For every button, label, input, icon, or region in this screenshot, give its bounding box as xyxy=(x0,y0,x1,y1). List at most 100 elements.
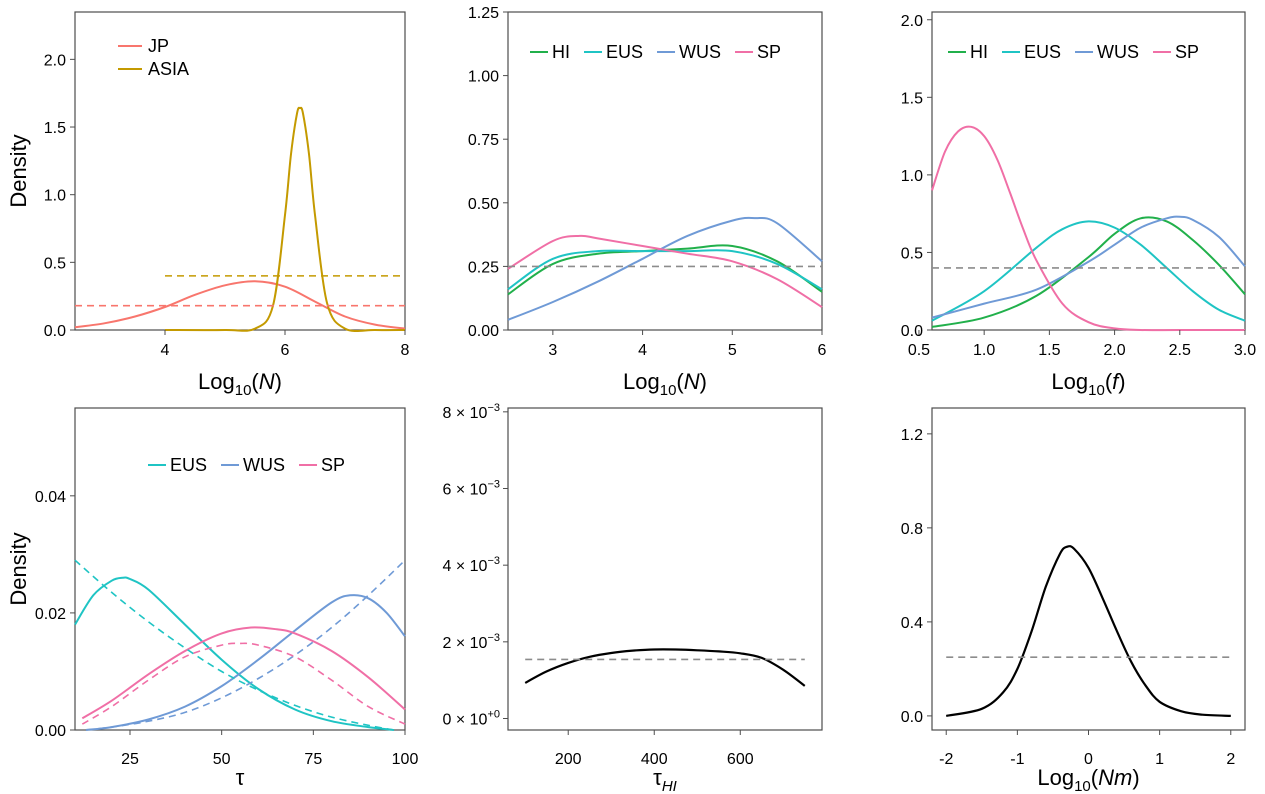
legend-label-sp: SP xyxy=(1175,42,1199,62)
y-tick-label: 0.04 xyxy=(35,489,66,506)
panel-1: 4 6 8 0.0 0.5 1.0 1.5 2.0 Log10(N) Density JP ASIA xyxy=(6,11,410,399)
series-line-posterior xyxy=(945,545,1231,717)
y-tick-label: 0.0 xyxy=(901,709,923,726)
x-tick-label: 1.0 xyxy=(973,342,995,359)
x-axis-title: τHI xyxy=(653,765,677,794)
legend-label-eus: EUS xyxy=(606,42,643,62)
series-line-jp xyxy=(74,280,406,330)
y-tick-label: 0.5 xyxy=(44,255,66,272)
x-tick-label: 0 xyxy=(1084,751,1093,768)
x-tick-label: 400 xyxy=(641,751,668,768)
y-tick-label: 1.0 xyxy=(44,188,66,205)
x-tick-label: 0.5 xyxy=(908,342,930,359)
x-axis-title: Log10(N) xyxy=(623,369,707,399)
y-tick-label: 0.5 xyxy=(901,245,923,262)
plot-frame xyxy=(507,11,823,331)
y-tick-label: 0.25 xyxy=(468,259,499,276)
plot-frame xyxy=(74,407,406,731)
y-tick-label: 0.00 xyxy=(35,723,66,740)
series-line-eus xyxy=(507,249,823,291)
x-tick-label: 3 xyxy=(548,342,557,359)
x-tick-label: 100 xyxy=(392,751,419,768)
legend-label-wus: WUS xyxy=(1097,42,1139,62)
panel-2: 3 4 5 6 0.00 0.25 0.50 0.75 1.00 1.25 Log10(N) HI EU… xyxy=(468,5,827,399)
x-tick-label: 5 xyxy=(728,342,737,359)
series-line-eus xyxy=(74,576,395,731)
y-tick-label: 0.0 xyxy=(901,323,923,340)
y-tick-label: 1.2 xyxy=(901,427,923,444)
x-tick-label: 200 xyxy=(555,751,582,768)
legend-label-sp: SP xyxy=(757,42,781,62)
series-line-sp xyxy=(507,234,823,308)
series-line-eus xyxy=(931,220,1246,322)
series-line-wus xyxy=(85,594,406,731)
legend-label-wus: WUS xyxy=(243,455,285,475)
y-tick-label: 0.8 xyxy=(901,521,923,538)
panel-3: 0.5 1.0 1.5 2.0 2.5 3.0 0.0 0.5 1.0 1.5 2.0 Log10(f… xyxy=(901,11,1256,399)
panel-6: -2 -1 0 1 2 0.0 0.4 0.8 1.2 Log10(Nm) xyxy=(901,407,1246,794)
series-line-hi xyxy=(931,216,1246,328)
legend-label-hi: HI xyxy=(552,42,570,62)
legend: HI EUS WUS SP xyxy=(948,42,1199,62)
y-tick-label: 0.02 xyxy=(35,606,66,623)
legend-label-sp: SP xyxy=(321,455,345,475)
y-tick-label: 1.25 xyxy=(468,5,499,22)
legend-label-eus: EUS xyxy=(1024,42,1061,62)
x-tick-label: 6 xyxy=(281,342,290,359)
series-line-eus-prior xyxy=(74,559,395,731)
legend-label-hi: HI xyxy=(970,42,988,62)
plot-frame xyxy=(507,407,823,731)
y-tick-label: 6 × 10−3 xyxy=(443,479,500,499)
plot-frame xyxy=(931,11,1246,331)
y-tick-label: 0.0 xyxy=(44,323,66,340)
legend: JP ASIA xyxy=(118,36,189,79)
y-tick-label: 0.00 xyxy=(468,323,499,340)
y-tick-label: 1.5 xyxy=(901,90,923,107)
panel-5: 200 400 600 0 × 10+0 2 × 10−3 4 × 10−3 6 × 10−… xyxy=(443,402,823,794)
series-line-wus-prior xyxy=(85,559,406,731)
x-tick-label: -2 xyxy=(939,751,953,768)
y-tick-label: 2.0 xyxy=(901,13,923,30)
series-line-asia xyxy=(164,106,406,333)
x-axis-title: Log10(f) xyxy=(1051,369,1125,399)
series-line-wus xyxy=(507,216,823,321)
x-tick-label: 50 xyxy=(213,751,231,768)
y-tick-label: 2 × 10−3 xyxy=(443,632,500,652)
y-tick-label: 1.0 xyxy=(901,168,923,185)
y-tick-label: 4 × 10−3 xyxy=(443,555,500,575)
y-tick-label: 1.5 xyxy=(44,120,66,137)
series-line-wus xyxy=(931,215,1246,319)
x-tick-label: 25 xyxy=(121,751,139,768)
x-tick-label: 8 xyxy=(401,342,410,359)
y-tick-label: 0.75 xyxy=(468,132,499,149)
x-tick-label: 6 xyxy=(818,342,827,359)
legend-label-jp: JP xyxy=(148,36,169,56)
series-line-posterior xyxy=(524,648,806,687)
x-tick-label: 1.5 xyxy=(1038,342,1060,359)
series-line-sp xyxy=(931,125,1245,332)
x-tick-label: 75 xyxy=(304,751,322,768)
y-tick-label: 0.50 xyxy=(468,196,499,213)
legend: EUS WUS SP xyxy=(148,455,345,475)
legend-label-asia: ASIA xyxy=(148,59,189,79)
legend: HI EUS WUS SP xyxy=(530,42,781,62)
series-line-sp xyxy=(81,626,406,720)
y-tick-label: 2.0 xyxy=(44,52,66,69)
series-line-hi xyxy=(507,244,823,296)
x-tick-label: 2.5 xyxy=(1169,342,1191,359)
y-tick-label: 8 × 10−3 xyxy=(443,402,500,422)
x-tick-label: 4 xyxy=(161,342,170,359)
x-axis-title: Log10(Nm) xyxy=(1037,765,1139,794)
y-tick-label: 0.4 xyxy=(901,615,923,632)
x-tick-label: 3.0 xyxy=(1234,342,1256,359)
y-axis-title: Density xyxy=(6,532,31,605)
legend-label-wus: WUS xyxy=(679,42,721,62)
y-tick-label: 0 × 10+0 xyxy=(443,709,500,729)
x-tick-label: -1 xyxy=(1010,751,1024,768)
x-axis-title: τ xyxy=(236,765,245,790)
x-tick-label: 4 xyxy=(638,342,647,359)
x-tick-label: 2 xyxy=(1226,751,1235,768)
y-axis-title: Density xyxy=(6,134,31,207)
legend-label-eus: EUS xyxy=(170,455,207,475)
